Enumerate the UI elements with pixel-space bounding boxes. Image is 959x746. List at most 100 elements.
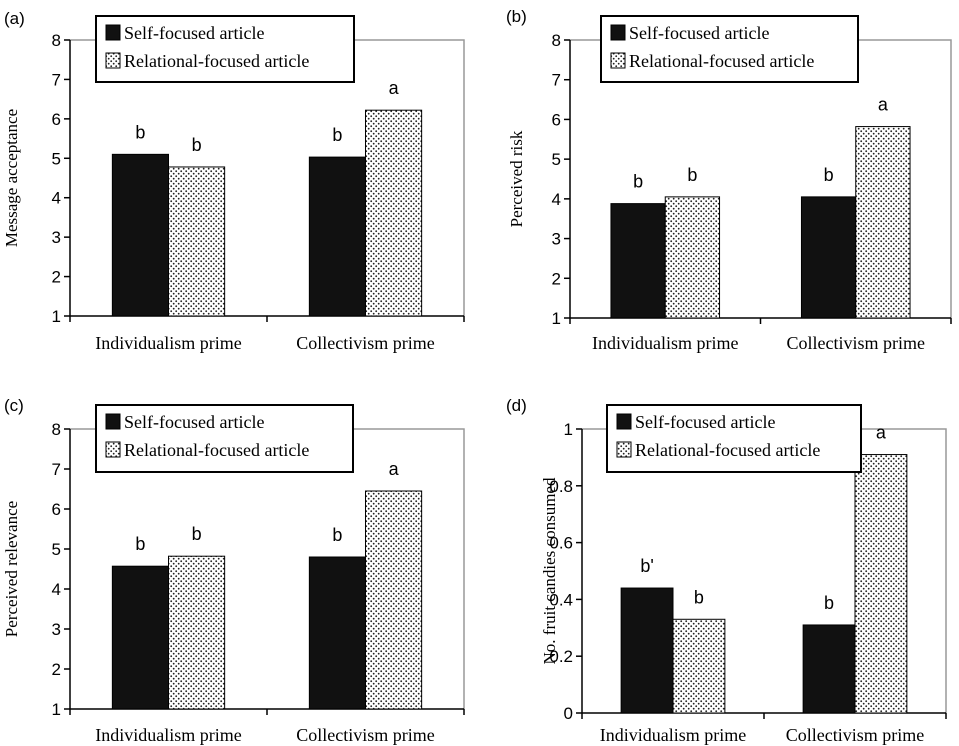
y-tick-label: 0.6 [549, 534, 573, 553]
y-tick-label: 3 [52, 228, 61, 247]
significance-label: b [824, 165, 834, 185]
bar [672, 618, 726, 714]
bar [308, 556, 367, 710]
legend-entry: Relational-focused article [124, 51, 309, 71]
y-tick-label: 0.2 [549, 647, 573, 666]
bar [365, 490, 423, 710]
significance-label: b [824, 593, 834, 613]
legend: Self-focused article Relational-focused a… [95, 15, 355, 83]
legend-entry: Self-focused article [124, 412, 264, 432]
legend-entry: Self-focused article [635, 412, 775, 432]
bar [308, 156, 367, 317]
chart-panel: (c) 1 2 3 4 5 6 7 8 b b Individualism prime b a Collec… [2, 396, 465, 745]
legend: Self-focused article Relational-focused a… [606, 404, 862, 473]
x-category-label: Individualism prime [95, 333, 241, 353]
panel-label: (c) [4, 396, 24, 415]
legend-box [95, 404, 354, 473]
y-tick-label: 4 [52, 580, 61, 599]
x-category-label: Individualism prime [592, 333, 738, 353]
legend-entry: Relational-focused article [124, 440, 309, 460]
x-category-label: Individualism prime [600, 725, 746, 745]
y-tick-label: 6 [52, 110, 61, 129]
y-tick-label: 8 [552, 31, 561, 50]
y-axis-label: No. fruit candies consumed [540, 477, 559, 664]
significance-label: b [332, 125, 342, 145]
legend-swatch [610, 52, 626, 69]
significance-label: b [694, 587, 704, 607]
y-axis-label: Perceived relevance [2, 501, 21, 637]
significance-label: b [633, 172, 643, 192]
legend-entry: Self-focused article [629, 23, 769, 43]
significance-label: b [135, 122, 145, 142]
legend: Self-focused article Relational-focused a… [600, 15, 859, 83]
bar [855, 126, 911, 319]
y-tick-label: 5 [52, 540, 61, 559]
significance-label: a [389, 78, 400, 98]
significance-label: b' [640, 556, 653, 576]
y-tick-label: 1 [552, 309, 561, 328]
x-category-label: Collectivism prime [296, 333, 434, 353]
y-tick-label: 3 [552, 230, 561, 249]
y-tick-label: 5 [52, 149, 61, 168]
x-category-label: Collectivism prime [787, 333, 925, 353]
y-tick-label: 7 [52, 460, 61, 479]
panel-label: (a) [4, 9, 25, 28]
legend-swatch [105, 24, 121, 41]
y-tick-label: 2 [552, 269, 561, 288]
legend-box [606, 404, 862, 473]
bar [620, 587, 674, 714]
y-tick-label: 7 [52, 70, 61, 89]
significance-label: a [389, 459, 400, 479]
significance-label: b [135, 534, 145, 554]
y-tick-label: 6 [552, 110, 561, 129]
significance-label: a [876, 423, 887, 443]
significance-label: b [192, 135, 202, 155]
x-category-label: Collectivism prime [296, 725, 434, 745]
y-tick-label: 8 [52, 420, 61, 439]
significance-label: b [687, 165, 697, 185]
bar [610, 203, 666, 319]
bar [111, 153, 170, 317]
x-category-label: Collectivism prime [786, 725, 924, 745]
y-tick-label: 0.4 [549, 590, 573, 609]
y-tick-label: 1 [564, 420, 573, 439]
bar [168, 555, 226, 710]
bar [664, 196, 721, 319]
significance-label: b [332, 525, 342, 545]
y-tick-label: 1 [52, 700, 61, 719]
y-axis-label: Perceived risk [507, 130, 526, 227]
significance-label: a [878, 95, 889, 115]
bar [168, 166, 226, 317]
legend-box [95, 15, 355, 83]
legend-swatch [105, 413, 121, 430]
legend-entry: Relational-focused article [629, 51, 814, 71]
bar [854, 454, 908, 714]
legend: Self-focused article Relational-focused a… [95, 404, 354, 473]
legend-swatch [105, 441, 121, 458]
y-tick-label: 1 [52, 307, 61, 326]
chart-panel: (a) 1 2 3 4 5 6 7 8 b b Individualism prime b a Collec… [2, 9, 465, 353]
legend-swatch [616, 441, 632, 458]
y-tick-label: 2 [52, 660, 61, 679]
y-tick-label: 5 [552, 150, 561, 169]
significance-label: b [192, 524, 202, 544]
x-category-label: Individualism prime [95, 725, 241, 745]
panel-label: (b) [506, 7, 527, 26]
chart-panel: (d) 0 0.2 0.4 0.6 0.8 1 b' b Individualism prime b… [506, 396, 947, 745]
y-tick-label: 2 [52, 268, 61, 287]
y-tick-label: 3 [52, 620, 61, 639]
bar [365, 109, 423, 317]
legend-entry: Self-focused article [124, 23, 264, 43]
legend-swatch [616, 413, 632, 430]
bar [802, 624, 856, 714]
y-tick-label: 4 [52, 189, 61, 208]
legend-swatch [610, 24, 626, 41]
y-tick-label: 0.8 [549, 477, 573, 496]
y-axis-label: Message acceptance [2, 109, 21, 247]
y-tick-label: 6 [52, 500, 61, 519]
y-tick-label: 8 [52, 31, 61, 50]
y-tick-label: 7 [552, 71, 561, 90]
bar [111, 565, 170, 710]
legend-box [600, 15, 859, 83]
chart-panel: (b) 1 2 3 4 5 6 7 8 b b Individualism prime b a Collec… [506, 7, 952, 353]
